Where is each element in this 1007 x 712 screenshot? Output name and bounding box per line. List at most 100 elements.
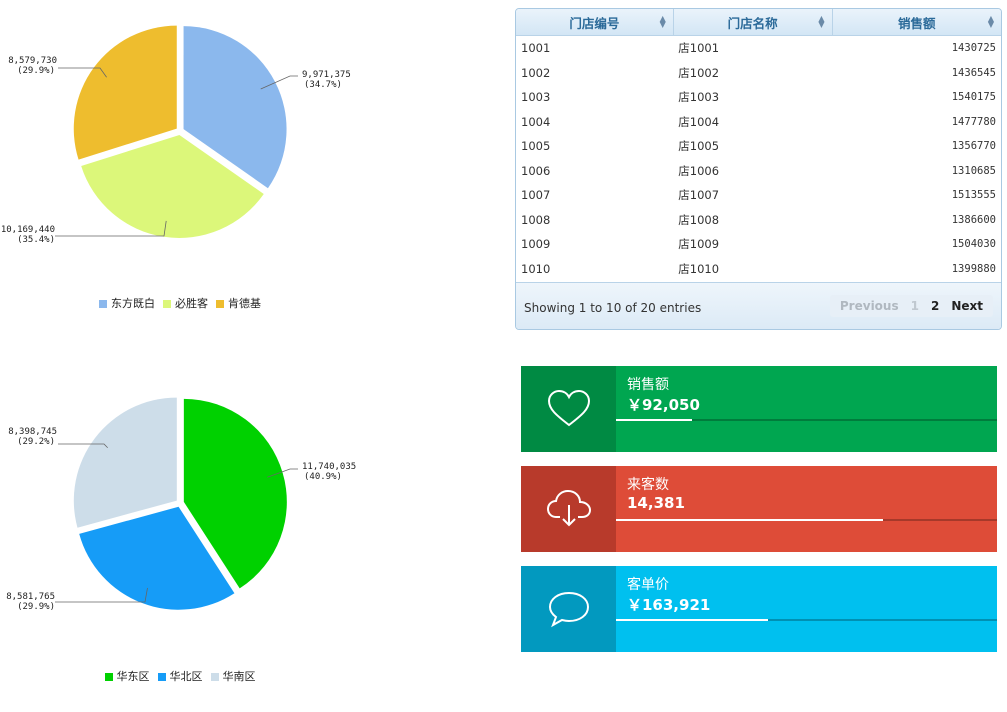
cell-sales: 1504030 [951, 238, 996, 251]
leader-line [267, 468, 298, 478]
stat-value: ￥92,050 [627, 396, 700, 414]
comment-icon [548, 591, 589, 628]
sort-icon: ▲ ▼ [659, 14, 666, 29]
pie-slice-3[interactable] [73, 25, 177, 160]
stat-icon-area [521, 566, 616, 652]
previous-button[interactable]: Previous [839, 299, 899, 313]
leader-line [260, 75, 298, 90]
cell-store-id: 1009 [521, 237, 551, 252]
next-button[interactable]: Next [951, 299, 983, 313]
legend-swatch [104, 673, 113, 681]
cell-store-name: 店1008 [678, 212, 720, 227]
stat-value: 14,381 [627, 494, 685, 512]
legend-item[interactable]: 华东区 [104, 668, 150, 684]
stat-box-sales: 销售额 ￥92,050 [521, 366, 997, 452]
cell-store-id: 1001 [521, 41, 551, 56]
legend-swatch [99, 300, 107, 308]
page-2-button[interactable]: 2 [930, 299, 940, 313]
pie-chart-regions-svg: 11,740,035(40.9%) 8,581,765(29.9%) 8,398,7… [6, 397, 356, 612]
slice-percent-label: (34.7%) [304, 80, 342, 90]
cell-sales: 1540175 [951, 91, 996, 104]
table-row[interactable]: 1008 店1008 1386600 [516, 208, 1001, 233]
table-row[interactable]: 1005 店1005 1356770 [516, 134, 1001, 159]
progress-bar [616, 419, 692, 421]
pagination: Previous 1 2 Next [829, 295, 993, 317]
cell-sales: 1356770 [951, 140, 996, 153]
pie-legend-regions: 华东区 华北区 华南区 [0, 668, 360, 684]
progress-bar [616, 619, 768, 621]
cell-store-name: 店1006 [678, 163, 720, 178]
table-row[interactable]: 1002 店1002 1436545 [516, 61, 1001, 86]
stat-icon-area [521, 366, 616, 452]
stat-label: 客单价 [627, 577, 669, 593]
cell-store-name: 店1002 [678, 65, 720, 80]
sort-icon: ▲ ▼ [818, 14, 825, 29]
sort-icon: ▲ ▼ [987, 14, 994, 29]
cell-sales: 1430725 [951, 42, 996, 55]
table-footer: Showing 1 to 10 of 20 entries Previous 1… [516, 282, 1001, 329]
column-header-store-id[interactable]: 门店编号 ▲ ▼ [516, 9, 674, 36]
pie-chart-brands: 9,971,375 (34.7%) 10,169,440 (35.4%) 8,579,7… [0, 0, 500, 340]
legend-label: 东方既白 [111, 297, 155, 310]
cell-sales: 1477780 [951, 115, 996, 128]
pie-slice-2[interactable] [81, 134, 264, 238]
stat-icon-area [521, 466, 616, 552]
stat-value: ￥163,921 [627, 596, 711, 614]
table-row[interactable]: 1006 店1006 1310685 [516, 159, 1001, 184]
legend-label: 华北区 [169, 670, 203, 683]
pie-slice-2[interactable] [79, 506, 235, 610]
stat-box-visitors: 来客数 14,381 [521, 466, 997, 552]
slice-value-label: 10,169,440 [1, 225, 55, 235]
leader-line [55, 587, 148, 603]
table-row[interactable]: 1001 店1001 1430725 [516, 36, 1001, 61]
cell-sales: 1436545 [951, 66, 996, 79]
pie-slice-1[interactable] [183, 398, 287, 589]
legend-item[interactable]: 肯德基 [216, 295, 261, 311]
cloud-download-icon [546, 489, 591, 527]
page-1-button[interactable]: 1 [910, 299, 919, 313]
cell-store-name: 店1005 [678, 139, 720, 154]
cell-store-name: 店1010 [678, 261, 720, 276]
legend-label: 华东区 [116, 670, 150, 683]
cell-sales: 1399880 [951, 262, 996, 275]
slice-value-label: 8,398,745 [8, 427, 57, 437]
cell-store-id: 1008 [521, 212, 551, 227]
legend-item[interactable]: 华南区 [210, 668, 256, 684]
cell-store-name: 店1004 [678, 114, 720, 129]
progress-bar [616, 519, 883, 521]
slice-percent-label: (29.9%) [17, 66, 55, 76]
pie-chart-brands-svg: 9,971,375(34.7%) 10,169,440(35.4%) 8,579,7… [1, 25, 351, 245]
column-header-sales[interactable]: 销售额 ▲ ▼ [832, 9, 1001, 36]
slice-value-label: 8,581,765 [6, 592, 55, 602]
table-row[interactable]: 1009 店1009 1504030 [516, 232, 1001, 257]
slice-percent-label: (29.2%) [17, 437, 55, 447]
slice-percent-label: (35.4%) [17, 235, 55, 245]
slice-percent-label: (29.9%) [17, 602, 55, 612]
legend-item[interactable]: 东方既白 [99, 295, 155, 311]
slice-value-label: 11,740,035 [302, 462, 356, 472]
cell-store-name: 店1001 [678, 41, 720, 56]
cell-store-id: 1004 [521, 114, 551, 129]
legend-item[interactable]: 必胜客 [163, 295, 208, 311]
slice-percent-label: (40.9%) [304, 472, 342, 482]
slice-value-label: 9,971,375 [302, 70, 351, 80]
table-info: Showing 1 to 10 of 20 entries [524, 301, 702, 315]
legend-label: 肯德基 [228, 297, 261, 310]
legend-label: 华南区 [222, 670, 256, 683]
table-row[interactable]: 1003 店1003 1540175 [516, 85, 1001, 110]
cell-store-name: 店1007 [678, 188, 720, 203]
leader-line [58, 67, 107, 78]
legend-item[interactable]: 华北区 [157, 668, 203, 684]
progress-track [616, 619, 997, 621]
leader-line [55, 220, 167, 237]
pie-slice-3[interactable] [73, 397, 177, 528]
table-row[interactable]: 1010 店1010 1399880 [516, 257, 1001, 282]
column-header-store-name[interactable]: 门店名称 ▲ ▼ [673, 9, 833, 36]
cell-store-id: 1007 [521, 188, 551, 203]
legend-swatch [216, 300, 224, 308]
table-row[interactable]: 1007 店1007 1513555 [516, 183, 1001, 208]
pie-chart-regions: 11,740,035 (40.9%) 8,581,765 (29.9%) 8,398,7… [0, 372, 500, 712]
table-row[interactable]: 1004 店1004 1477780 [516, 110, 1001, 135]
pie-slice-1[interactable] [183, 26, 287, 189]
legend-swatch [157, 673, 166, 681]
